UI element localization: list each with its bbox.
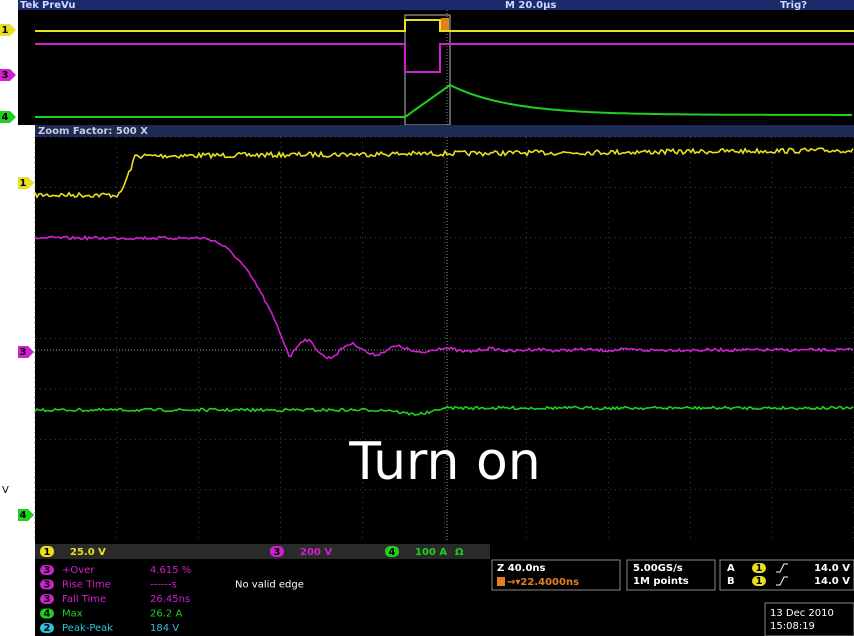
trigger-source: 1 (756, 563, 763, 574)
zoom-label: Zoom Factor: 500 X (38, 126, 148, 137)
time: 15:08:19 (770, 621, 815, 632)
zoom-bar (35, 125, 854, 137)
channel-scale: 200 V (300, 547, 332, 558)
zoom-marker-label: 4 (20, 510, 27, 521)
measure-name: +Over (62, 565, 95, 576)
trigger-flag (441, 18, 449, 30)
measure-value: 26.2 A (150, 609, 182, 620)
channel-scale: 100 A (415, 547, 447, 558)
measure-source: 3 (44, 594, 51, 605)
delay: →▾22.4000ns (507, 577, 579, 588)
measure-value: 4.615 % (150, 565, 191, 576)
overview-marker-label: 3 (2, 70, 9, 81)
measure-source: 4 (44, 609, 51, 620)
measure-source: 3 (44, 580, 51, 591)
overview-pane (18, 0, 854, 125)
overview-marker-label: 1 (2, 25, 9, 36)
record-length: 1M points (633, 576, 689, 587)
measure-name: Fall Time (62, 594, 106, 605)
zoom-scale: Z 40.0ns (497, 563, 546, 574)
sample-rate: 5.00GS/s (633, 563, 683, 574)
measure-name: Peak-Peak (62, 623, 113, 634)
trigger-status: Trig? (780, 0, 807, 11)
trigger-label: B (727, 576, 735, 587)
measure-name: Rise Time (62, 580, 111, 591)
trigger-level: 14.0 V (814, 563, 850, 574)
mode: PreVu (42, 0, 76, 11)
channel-number: 4 (389, 547, 396, 558)
side-text: V (2, 485, 9, 496)
measure-value: ------s (150, 580, 177, 591)
trigger-label: A (727, 563, 735, 574)
measure-value: 184 V (150, 623, 179, 634)
trigger-source: 1 (756, 576, 763, 587)
measure-source: 3 (44, 565, 51, 576)
overview-marker-label: 4 (2, 112, 9, 123)
channel-number: 3 (274, 547, 281, 558)
brand: Tek (20, 0, 39, 11)
channel-extra: Ω (455, 547, 464, 558)
annotation: Turn on (348, 432, 541, 492)
zoom-marker-label: 3 (20, 347, 27, 358)
zoom-marker-label: 1 (20, 178, 27, 189)
measure-note: No valid edge (235, 580, 304, 591)
scope-screen: Tek PreVu M 20.0µs Trig? 1 3 4 Zoom Factor… (0, 0, 854, 636)
channel-number: 1 (44, 547, 51, 558)
channel-scale: 25.0 V (70, 547, 106, 558)
measure-source: 2 (44, 623, 51, 634)
measure-name: Max (62, 609, 83, 620)
date: 13 Dec 2010 (770, 608, 834, 619)
trigger-level: 14.0 V (814, 576, 850, 587)
header-bar (18, 0, 854, 10)
delay-icon (497, 577, 505, 586)
timebase: M 20.0µs (505, 0, 556, 11)
measure-value: 26.45ns (150, 594, 190, 605)
